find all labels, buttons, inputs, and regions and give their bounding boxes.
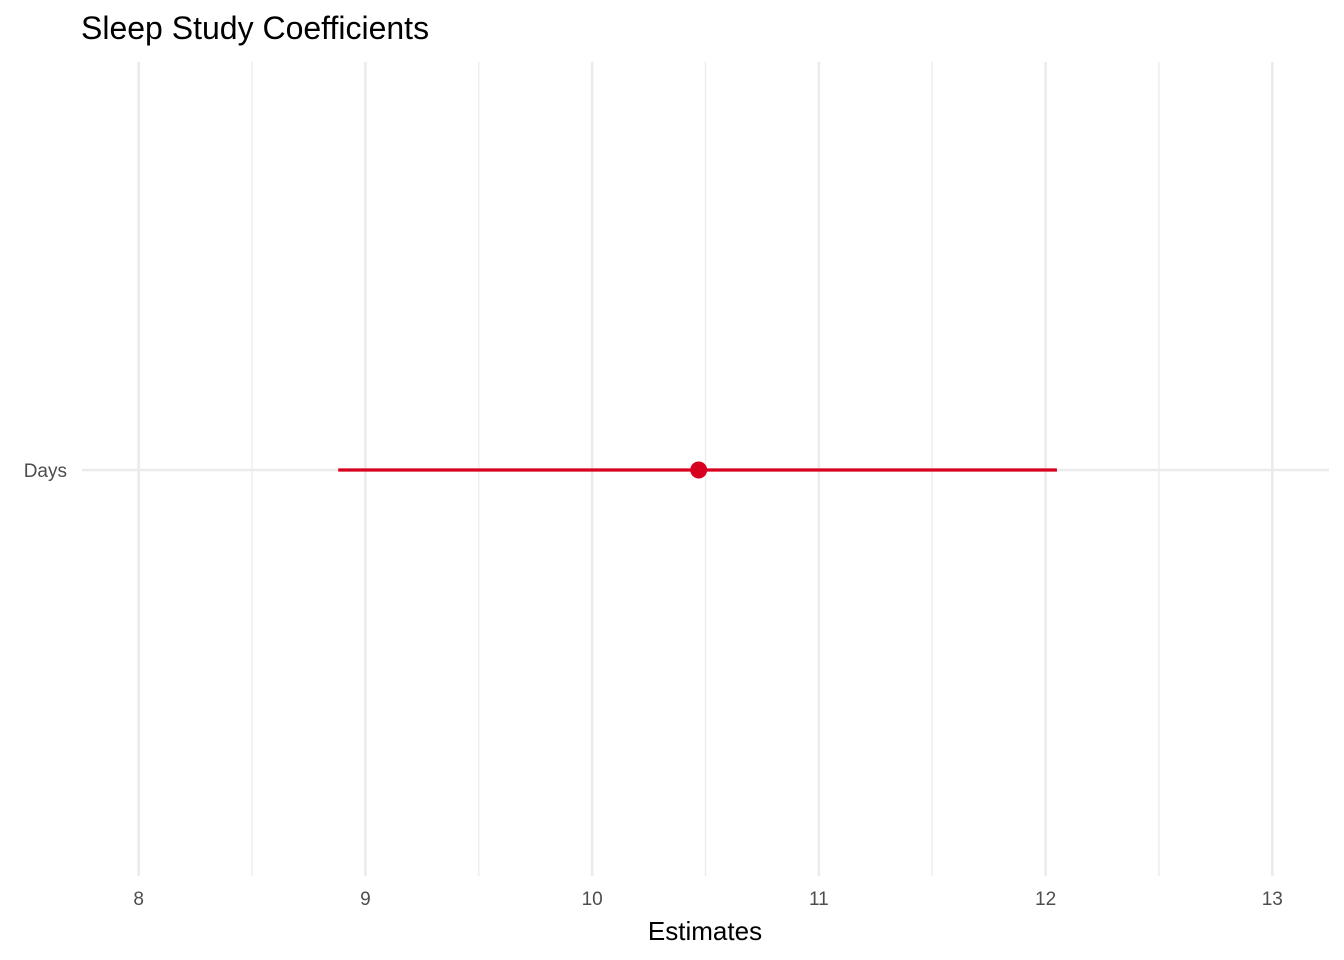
plot-marks xyxy=(338,461,1057,479)
y-tick-label: Days xyxy=(24,461,67,482)
x-tick-label: 13 xyxy=(1262,889,1283,910)
x-tick-label: 9 xyxy=(360,889,371,910)
x-axis-title: Estimates xyxy=(648,916,762,946)
y-axis-ticks: Days xyxy=(24,461,67,482)
x-tick-label: 12 xyxy=(1035,889,1056,910)
x-tick-label: 11 xyxy=(809,889,829,910)
chart-title: Sleep Study Coefficients xyxy=(81,10,429,46)
x-tick-label: 8 xyxy=(133,889,144,910)
estimate-point-days xyxy=(690,461,708,479)
x-tick-label: 10 xyxy=(582,889,603,910)
x-axis-ticks: 8 9 10 11 12 13 xyxy=(133,889,1282,910)
